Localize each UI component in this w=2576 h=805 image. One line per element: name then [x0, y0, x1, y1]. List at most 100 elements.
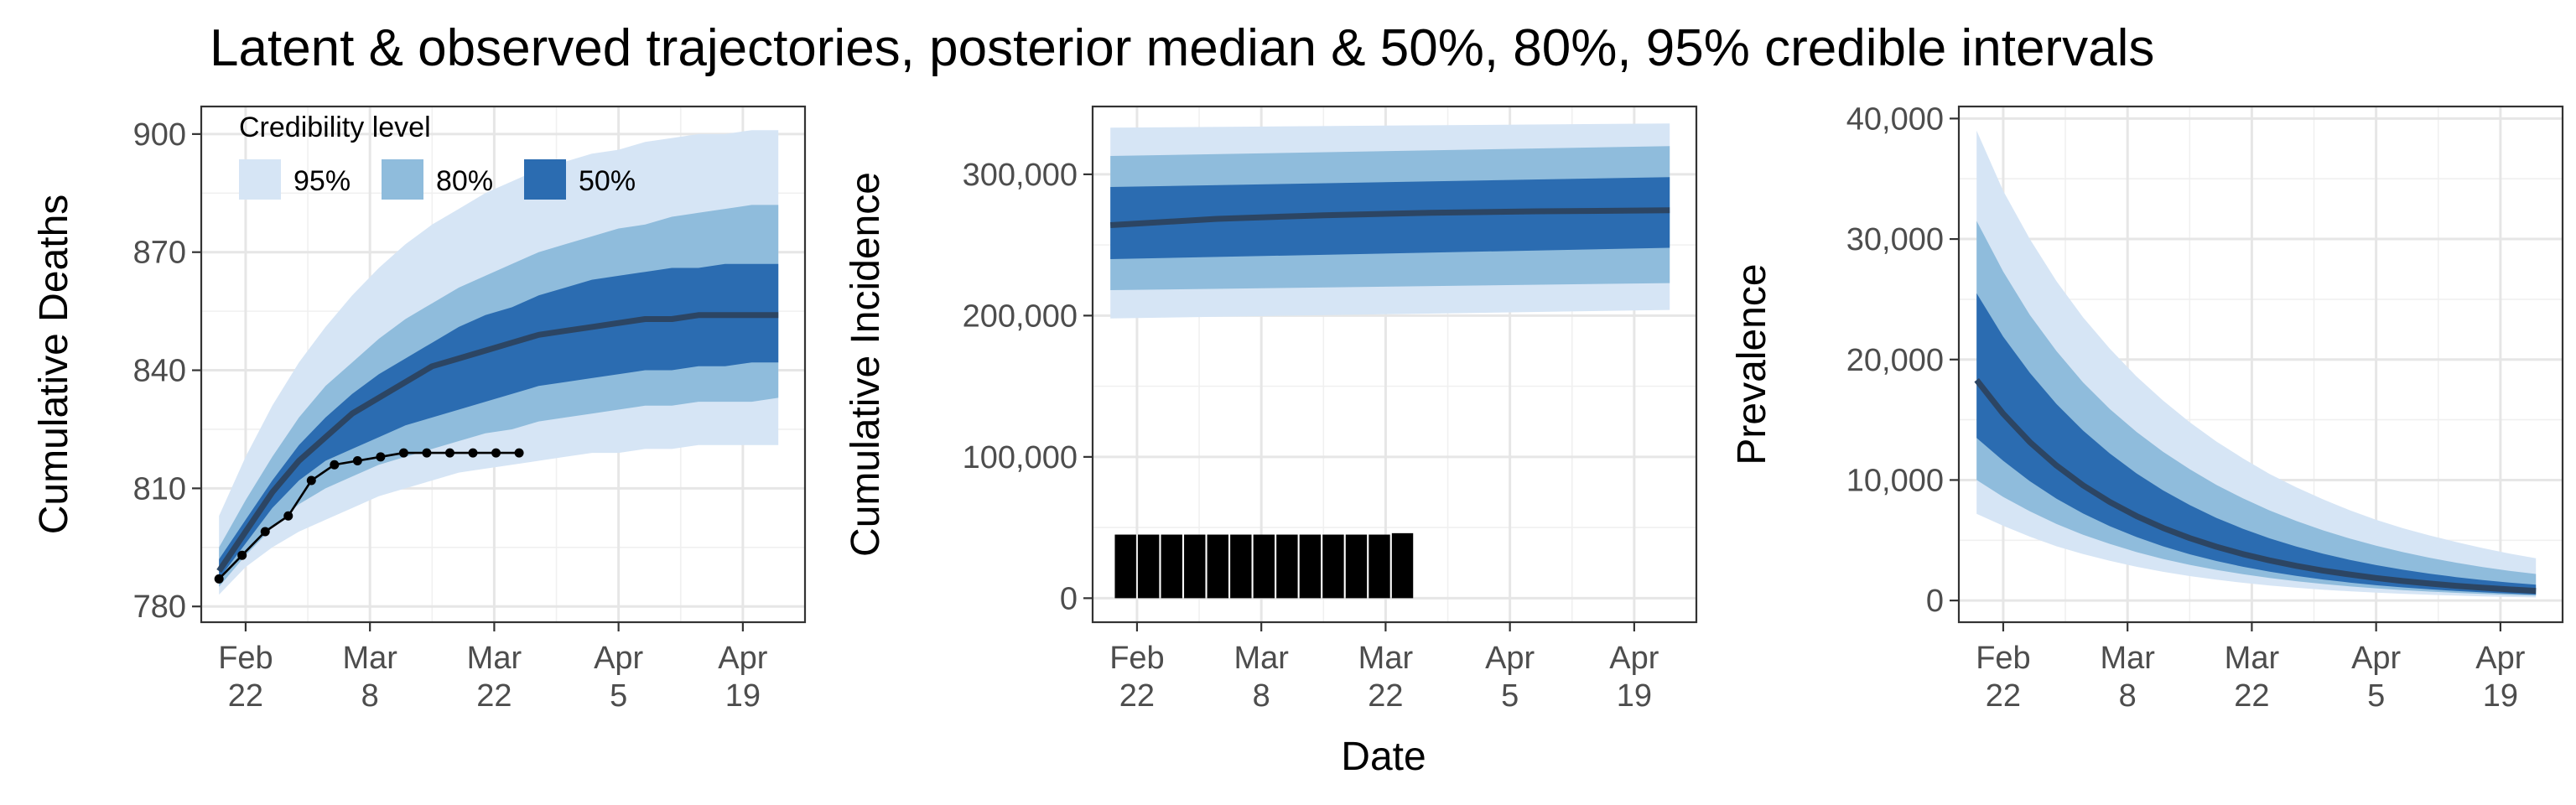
- observed-bar: [1391, 532, 1414, 599]
- median-line: [1109, 207, 1670, 228]
- y-tick-label: 900: [133, 117, 186, 153]
- observed-bar: [1368, 534, 1390, 599]
- x-tick-label-month: Feb: [1976, 641, 2030, 676]
- observed-bar: [1230, 534, 1252, 599]
- x-axis-title: Date: [1341, 735, 1426, 779]
- x-tick-label-day: 5: [610, 678, 627, 714]
- y-tick-label: 810: [133, 471, 186, 506]
- observed-point: [237, 550, 247, 560]
- plot-area: [1959, 106, 2563, 622]
- band-50: [1976, 293, 2537, 595]
- observed-bar: [1345, 534, 1368, 599]
- legend-label-50: 50%: [579, 165, 636, 197]
- x-tick-label-month: Apr: [1485, 641, 1535, 676]
- x-tick-label-day: 22: [1119, 678, 1155, 714]
- legend-title: Credibility level: [239, 112, 431, 143]
- panel-border: [1091, 105, 1698, 624]
- x-tick-label-month: Mar: [1233, 641, 1289, 676]
- y-tick-label: 30,000: [1846, 222, 1944, 257]
- observed-point: [306, 475, 316, 486]
- x-tick-label-day: 22: [476, 678, 512, 714]
- observed-point: [444, 448, 454, 458]
- observed-bar: [1161, 534, 1182, 599]
- x-tick-label-day: 19: [2483, 678, 2518, 714]
- x-tick-label-month: Feb: [218, 641, 273, 676]
- x-tick-label-month: Mar: [2100, 641, 2155, 676]
- x-tick-label-month: Mar: [342, 641, 397, 676]
- x-tick-label-day: 22: [1986, 678, 2021, 714]
- panel-2: 0100,000200,000300,000Feb22Mar8Mar22Apr5…: [844, 105, 1698, 714]
- legend-label-80: 80%: [436, 165, 493, 197]
- panel-border: [200, 105, 807, 624]
- x-tick-label-day: 22: [228, 678, 263, 714]
- x-tick-label-month: Apr: [2475, 641, 2525, 676]
- y-tick-label: 100,000: [963, 440, 1078, 475]
- observed-point: [283, 511, 293, 521]
- y-tick-label: 10,000: [1846, 463, 1944, 498]
- x-tick-label-day: 19: [1617, 678, 1652, 714]
- observed-point: [491, 448, 501, 458]
- observed-bar: [1138, 534, 1160, 599]
- x-tick-label-day: 22: [2234, 678, 2269, 714]
- observed-point: [422, 448, 432, 458]
- legend-label-95: 95%: [293, 165, 351, 197]
- observed-point: [376, 452, 386, 462]
- x-tick-label-month: Mar: [1358, 641, 1414, 676]
- panel-3: 010,00020,00030,00040,000Feb22Mar8Mar22A…: [1730, 101, 2564, 714]
- y-axis-title: Cumulative Incidence: [844, 172, 888, 557]
- band-50: [1110, 177, 1670, 259]
- observed-point: [398, 448, 408, 458]
- x-tick-label-month: Feb: [1109, 641, 1164, 676]
- observed-bar: [1322, 534, 1344, 599]
- legend-key-80: [382, 159, 423, 200]
- x-tick-label-day: 8: [2119, 678, 2137, 714]
- observed-bar: [1299, 534, 1322, 599]
- x-tick-label-day: 22: [1368, 678, 1403, 714]
- observed-point: [514, 448, 524, 458]
- x-tick-label-day: 8: [1253, 678, 1270, 714]
- legend: Credibility level 95% 80% 50%: [239, 112, 636, 200]
- y-tick-label: 200,000: [963, 299, 1078, 334]
- main-title: Latent & observed trajectories, posterio…: [210, 19, 2154, 77]
- median-line: [1974, 378, 2537, 595]
- observed-point: [260, 527, 270, 537]
- y-tick-label: 20,000: [1846, 343, 1944, 378]
- plot-area: [201, 106, 805, 622]
- median-line: [216, 312, 779, 573]
- y-tick-label: 40,000: [1846, 101, 1944, 137]
- panel-1: 780810840870900Feb22Mar8Mar22Apr5Apr19Cu…: [32, 105, 807, 714]
- observed-point: [330, 460, 340, 470]
- observed-bar: [1114, 534, 1136, 599]
- y-axis-title: Prevalence: [1730, 263, 1774, 465]
- x-tick-label-day: 19: [725, 678, 761, 714]
- x-tick-label-month: Apr: [2351, 641, 2401, 676]
- y-tick-label: 0: [1060, 581, 1078, 616]
- panel-border: [1957, 105, 2564, 624]
- observed-bar: [1253, 534, 1275, 599]
- plot-area: [1093, 106, 1696, 622]
- x-tick-label-month: Apr: [594, 641, 643, 676]
- x-tick-label-month: Apr: [718, 641, 767, 676]
- y-tick-label: 0: [1926, 584, 1944, 619]
- y-tick-label: 870: [133, 236, 186, 271]
- legend-key-50: [524, 159, 566, 200]
- y-tick-label: 840: [133, 354, 186, 389]
- x-tick-label-month: Mar: [2225, 641, 2280, 676]
- x-tick-label-month: Mar: [467, 641, 522, 676]
- y-tick-label: 780: [133, 589, 186, 625]
- x-tick-label-month: Apr: [1609, 641, 1659, 676]
- observed-bar: [1184, 534, 1206, 599]
- observed-point: [214, 574, 224, 584]
- x-tick-label-day: 8: [361, 678, 379, 714]
- x-tick-label-day: 5: [2367, 678, 2385, 714]
- observed-point: [352, 456, 362, 466]
- observed-point: [468, 448, 478, 458]
- legend-key-95: [239, 159, 281, 200]
- y-axis-title: Cumulative Deaths: [32, 195, 76, 535]
- observed-bar: [1207, 534, 1228, 599]
- observed-bar: [1276, 534, 1298, 599]
- panels: 780810840870900Feb22Mar8Mar22Apr5Apr19Cu…: [32, 101, 2564, 714]
- y-tick-label: 300,000: [963, 158, 1078, 193]
- band-50: [219, 263, 779, 579]
